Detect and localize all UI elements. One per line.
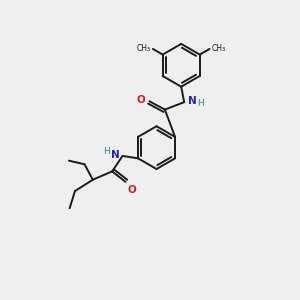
Text: H: H	[103, 147, 110, 156]
Text: N: N	[111, 150, 120, 160]
Text: CH₃: CH₃	[137, 44, 151, 53]
Text: H: H	[198, 99, 204, 108]
Text: N: N	[188, 96, 197, 106]
Text: CH₃: CH₃	[211, 44, 225, 53]
Text: O: O	[127, 185, 136, 195]
Text: O: O	[137, 95, 146, 105]
